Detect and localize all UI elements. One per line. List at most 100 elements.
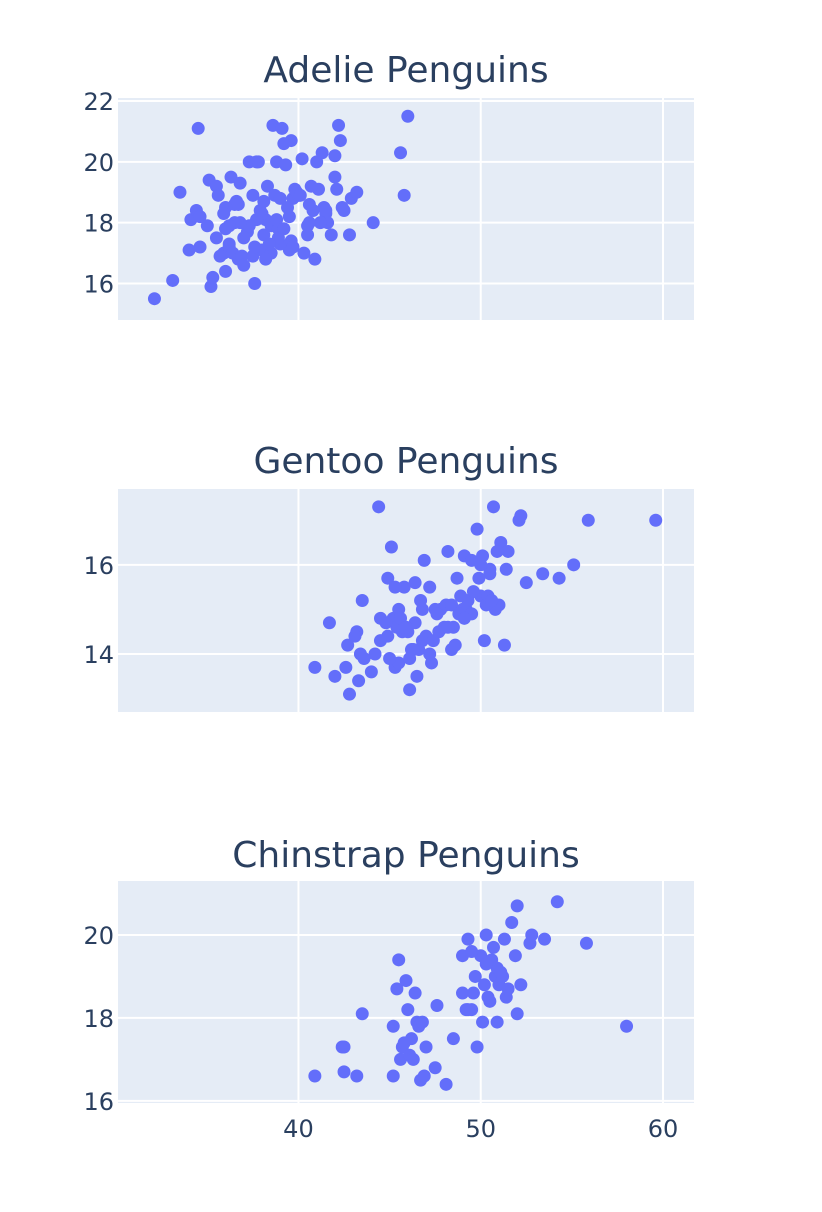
data-point bbox=[476, 1015, 490, 1029]
y-tick-label: 20 bbox=[83, 922, 114, 950]
points-chinstrap bbox=[308, 895, 634, 1091]
data-point bbox=[470, 522, 484, 536]
data-point bbox=[328, 669, 342, 683]
y-tick-label: 16 bbox=[83, 552, 114, 580]
data-point bbox=[483, 567, 497, 581]
data-point bbox=[397, 580, 411, 594]
data-point bbox=[441, 620, 455, 634]
data-point bbox=[468, 969, 482, 983]
data-point bbox=[381, 571, 395, 585]
data-point bbox=[430, 607, 444, 621]
data-point bbox=[328, 149, 342, 163]
data-point bbox=[330, 182, 344, 196]
y-tick-label: 22 bbox=[83, 88, 114, 116]
data-point bbox=[219, 264, 233, 278]
data-point bbox=[248, 240, 262, 254]
data-point bbox=[415, 1015, 429, 1029]
data-point bbox=[494, 965, 508, 979]
data-point bbox=[461, 1003, 475, 1017]
data-point bbox=[335, 200, 349, 214]
data-point bbox=[246, 188, 260, 202]
data-point bbox=[408, 986, 422, 1000]
data-point bbox=[481, 990, 495, 1004]
data-point bbox=[306, 204, 320, 218]
axis-ticks-chinstrap: 16 18 20 40 50 60 bbox=[83, 922, 678, 1143]
data-point bbox=[211, 188, 225, 202]
data-point bbox=[536, 567, 550, 581]
data-point bbox=[490, 544, 504, 558]
data-point bbox=[497, 638, 511, 652]
data-point bbox=[508, 949, 522, 963]
data-point bbox=[224, 170, 238, 184]
data-point bbox=[364, 665, 378, 679]
data-point bbox=[466, 585, 480, 599]
subplot-title-adelie: Adelie Penguins bbox=[263, 50, 548, 91]
data-point bbox=[501, 544, 515, 558]
data-point bbox=[297, 246, 311, 260]
data-point bbox=[193, 240, 207, 254]
data-point bbox=[366, 216, 380, 230]
data-point bbox=[342, 687, 356, 701]
data-point bbox=[417, 1069, 431, 1083]
data-point bbox=[260, 179, 274, 193]
data-point bbox=[514, 509, 528, 523]
data-point bbox=[445, 598, 459, 612]
x-tick-label: 60 bbox=[648, 1115, 679, 1143]
data-point bbox=[428, 1061, 442, 1075]
data-point bbox=[286, 240, 300, 254]
y-tick-label: 14 bbox=[83, 641, 114, 669]
subplot-gentoo: 14 16 Gentoo Penguins bbox=[83, 441, 694, 712]
data-point bbox=[279, 158, 293, 172]
data-point bbox=[581, 513, 595, 527]
gridlines-adelie bbox=[118, 98, 694, 320]
data-point bbox=[439, 1077, 453, 1091]
data-point bbox=[270, 213, 284, 227]
data-point bbox=[368, 647, 382, 661]
subplot-chinstrap: 16 18 20 40 50 60 Chinstrap Penguins bbox=[83, 835, 694, 1143]
data-point bbox=[301, 228, 315, 242]
data-point bbox=[209, 231, 223, 245]
data-point bbox=[525, 928, 539, 942]
data-point bbox=[332, 118, 346, 132]
data-point bbox=[649, 513, 663, 527]
data-point bbox=[410, 669, 424, 683]
data-point bbox=[423, 580, 437, 594]
data-point bbox=[386, 1019, 400, 1033]
subplot-title-gentoo: Gentoo Penguins bbox=[253, 441, 558, 482]
gridlines-chinstrap bbox=[118, 881, 694, 1103]
data-point bbox=[414, 594, 428, 607]
data-point bbox=[341, 638, 355, 652]
data-point bbox=[383, 651, 397, 665]
data-point bbox=[446, 1032, 460, 1046]
data-point bbox=[472, 571, 486, 585]
data-point bbox=[485, 594, 499, 607]
data-point bbox=[352, 674, 366, 688]
data-point bbox=[182, 243, 196, 257]
data-point bbox=[259, 252, 273, 266]
data-point bbox=[333, 134, 347, 148]
data-point bbox=[308, 1069, 322, 1083]
data-point bbox=[567, 558, 581, 572]
y-tick-label: 18 bbox=[83, 210, 114, 238]
data-point bbox=[237, 258, 251, 272]
data-point bbox=[552, 571, 566, 585]
data-point bbox=[397, 1036, 411, 1050]
data-point bbox=[394, 146, 408, 160]
data-point bbox=[486, 940, 500, 954]
data-point bbox=[406, 1052, 420, 1066]
data-point bbox=[273, 191, 287, 205]
data-point bbox=[397, 188, 411, 202]
data-point bbox=[339, 660, 353, 674]
data-point bbox=[200, 219, 214, 233]
data-point bbox=[461, 932, 475, 946]
data-point bbox=[477, 634, 491, 648]
data-point bbox=[284, 134, 298, 148]
y-tick-label: 20 bbox=[83, 149, 114, 177]
points-gentoo bbox=[308, 500, 663, 701]
data-point bbox=[315, 146, 329, 160]
data-point bbox=[510, 899, 524, 913]
plot-area-adelie bbox=[118, 98, 694, 320]
data-point bbox=[550, 895, 564, 909]
plot-area-chinstrap bbox=[118, 881, 694, 1103]
data-point bbox=[337, 1040, 351, 1054]
